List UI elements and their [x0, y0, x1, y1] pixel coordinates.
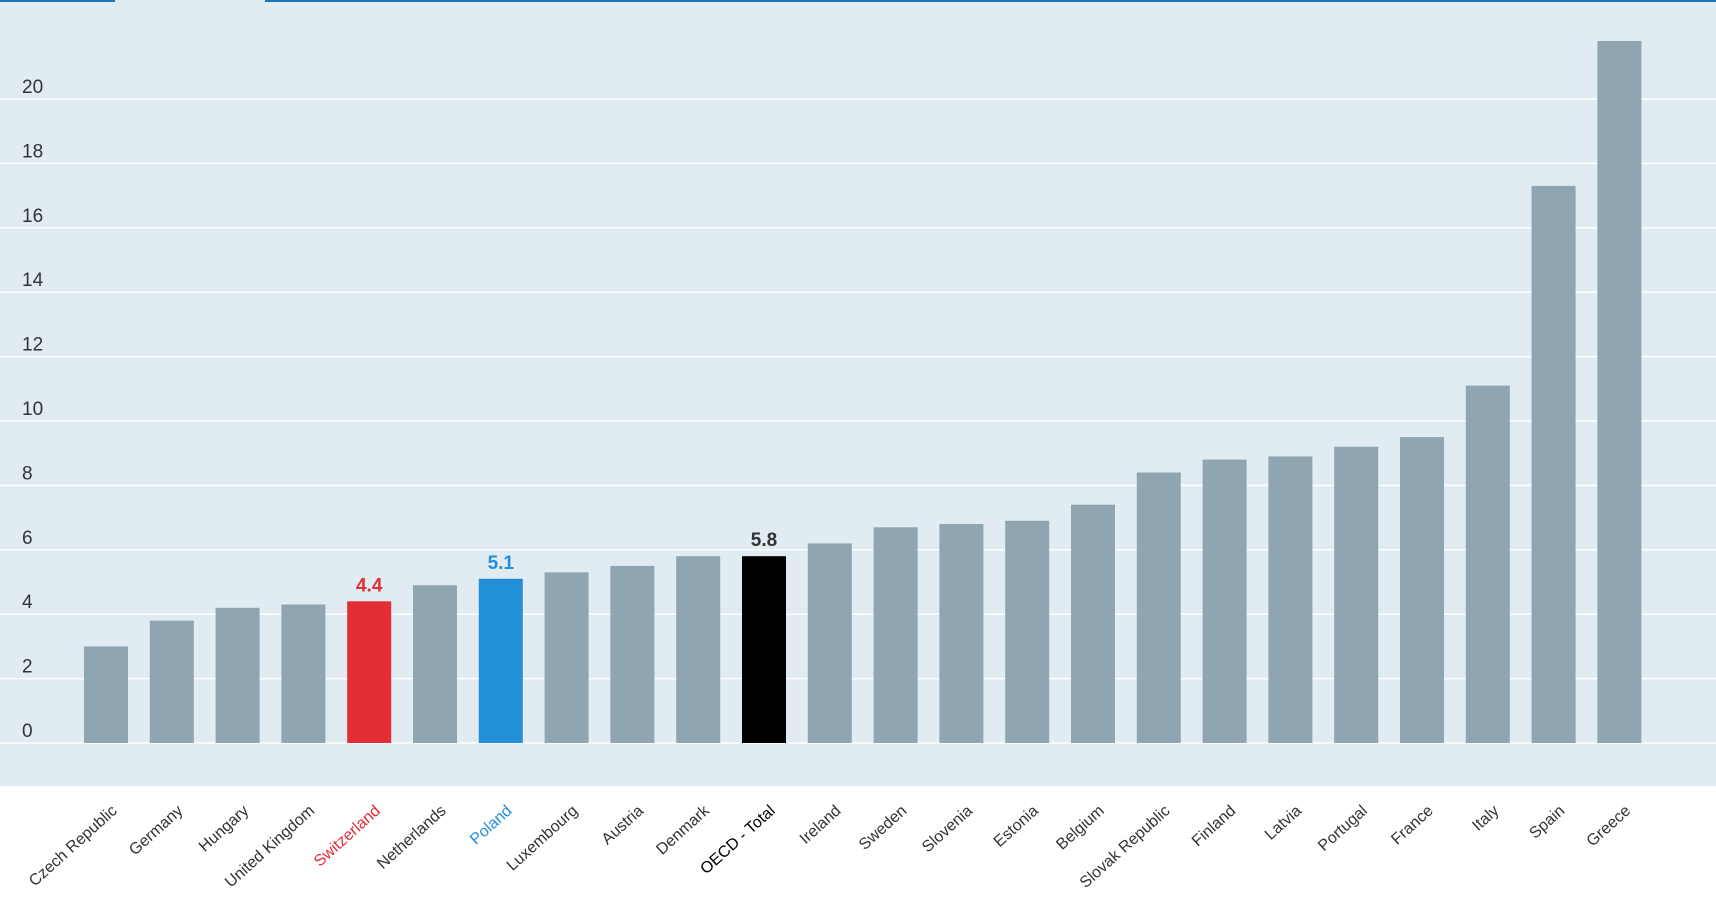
bar-austria	[610, 565, 655, 743]
data-label-poland: 5.1	[488, 553, 515, 574]
x-tick-label-denmark: Denmark	[653, 802, 713, 859]
bar-switzerland	[347, 601, 392, 743]
bar-denmark	[676, 556, 721, 743]
x-tick-label-finland: Finland	[1189, 802, 1239, 850]
x-tick-label-latvia: Latvia	[1262, 802, 1305, 843]
top-accent-line-right	[265, 0, 1716, 2]
x-tick-label-italy: Italy	[1469, 802, 1502, 834]
bar-oecd-total	[742, 556, 786, 743]
bar-latvia	[1268, 456, 1313, 743]
bar-poland	[478, 578, 523, 743]
bar-germany	[149, 620, 194, 743]
y-tick-label-10: 10	[22, 399, 43, 420]
bar-italy	[1465, 385, 1510, 743]
y-tick-label-4: 4	[22, 592, 33, 613]
bar-belgium	[1071, 504, 1115, 743]
x-tick-label-ireland: Ireland	[797, 802, 845, 847]
y-tick-label-2: 2	[22, 657, 33, 678]
bar-ireland	[807, 543, 852, 743]
x-tick-label-slovenia: Slovenia	[919, 802, 976, 856]
bar-hungary	[215, 607, 260, 743]
y-tick-label-20: 20	[22, 77, 43, 98]
y-tick-label-0: 0	[22, 721, 33, 742]
data-label-oecd-total: 5.8	[751, 530, 777, 551]
bar-estonia	[1005, 520, 1050, 743]
x-tick-label-belgium: Belgium	[1053, 802, 1107, 853]
bars	[84, 41, 1642, 743]
data-labels: 4.4 5.1 5.8	[356, 530, 777, 596]
x-tick-label-austria: Austria	[599, 802, 647, 848]
x-tick-label-luxembourg: Luxembourg	[504, 802, 581, 874]
y-tick-label-14: 14	[22, 270, 44, 291]
x-tick-label-poland: Poland	[467, 802, 515, 848]
top-accent-line-left	[0, 0, 115, 2]
x-tick-label-sweden: Sweden	[856, 802, 910, 853]
x-tick-label-netherlands: Netherlands	[374, 802, 449, 872]
bar-sweden	[873, 527, 918, 743]
x-tick-label-czech-republic: Czech Republic	[26, 802, 121, 890]
bar-netherlands	[413, 585, 457, 743]
x-tick-label-estonia: Estonia	[991, 802, 1042, 850]
y-tick-label-12: 12	[22, 335, 43, 356]
x-tick-label-germany: Germany	[126, 802, 186, 859]
x-tick-label-france: France	[1388, 802, 1436, 848]
bar-slovak-republic	[1136, 472, 1181, 743]
x-tick-label-greece: Greece	[1584, 802, 1634, 850]
bar-portugal	[1334, 446, 1379, 743]
x-tick-label-portugal: Portugal	[1315, 802, 1371, 855]
y-tick-label-8: 8	[22, 463, 33, 484]
bar-greece	[1597, 41, 1642, 743]
x-tick-label-spain: Spain	[1526, 802, 1568, 842]
y-axis-tick-labels: 0 2 4 6 8 10 12 14 16 18 20	[22, 77, 44, 742]
x-tick-label-hungary: Hungary	[196, 802, 252, 855]
tab-selected[interactable]	[115, 0, 265, 2]
bar-slovenia	[939, 524, 984, 743]
y-tick-label-16: 16	[22, 206, 43, 227]
bar-finland	[1202, 459, 1247, 743]
data-label-switzerland: 4.4	[356, 575, 383, 596]
y-tick-label-6: 6	[22, 528, 33, 549]
bar-luxembourg	[544, 572, 589, 743]
bar-czech-republic	[84, 646, 128, 743]
bar-spain	[1531, 185, 1576, 743]
bar-united-kingdom	[281, 604, 326, 743]
y-tick-label-18: 18	[22, 141, 43, 162]
bar-france	[1400, 437, 1444, 743]
